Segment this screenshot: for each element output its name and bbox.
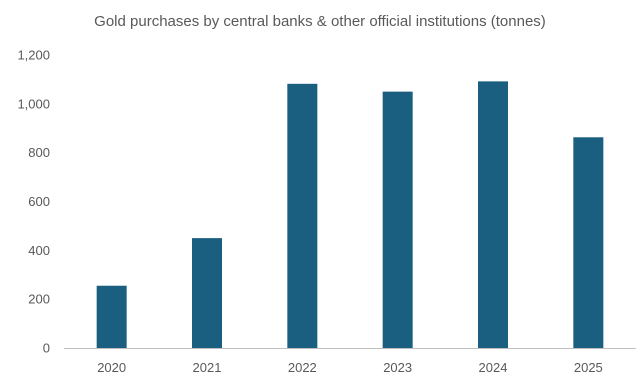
y-tick-label: 0 xyxy=(43,341,50,356)
y-tick-label: 1,000 xyxy=(17,96,50,111)
y-axis: 0 200 400 600 800 1,000 1,200 xyxy=(17,48,50,356)
y-tick-label: 800 xyxy=(28,145,50,160)
chart-title: Gold purchases by central banks & other … xyxy=(94,13,546,30)
y-tick-label: 1,200 xyxy=(17,48,50,63)
bar-2023 xyxy=(382,91,413,348)
y-tick-label: 400 xyxy=(28,243,50,258)
x-tick-label: 2025 xyxy=(574,360,603,375)
bar-2020 xyxy=(96,285,127,348)
y-tick-label: 200 xyxy=(28,292,50,307)
x-tick-label: 2023 xyxy=(383,360,412,375)
bar-2025 xyxy=(573,137,604,348)
bar-2024 xyxy=(478,81,508,349)
x-tick-label: 2022 xyxy=(288,360,317,375)
bar-2021 xyxy=(192,238,222,348)
x-tick-label: 2020 xyxy=(97,360,126,375)
x-tick-label: 2021 xyxy=(193,360,222,375)
bar-2022 xyxy=(287,83,318,348)
x-axis: 2020 2021 2022 2023 2024 2025 xyxy=(97,360,603,375)
y-tick-label: 600 xyxy=(28,194,50,209)
x-tick-label: 2024 xyxy=(479,360,508,375)
bars xyxy=(96,81,604,349)
